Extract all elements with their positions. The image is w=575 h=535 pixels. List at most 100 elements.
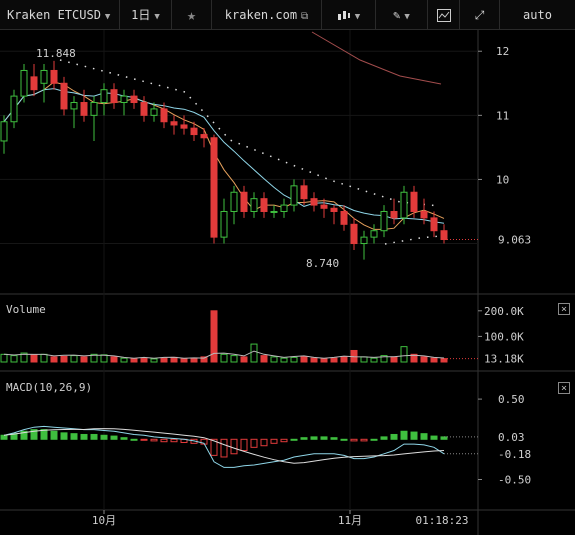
macd-histogram-bar [330, 437, 338, 440]
macd-histogram-bar [0, 434, 8, 440]
volume-bar [110, 356, 118, 363]
close-volume-pane-button[interactable]: × [558, 303, 570, 315]
source-label: kraken.com [224, 8, 298, 22]
candle-body [30, 76, 38, 91]
volume-bar [10, 355, 18, 363]
macd-histogram-bar [30, 429, 38, 440]
macd-histogram-bar [80, 433, 88, 440]
macd-histogram-bar [270, 438, 278, 444]
macd-histogram-bar [240, 438, 248, 452]
macd-histogram-bar [260, 438, 268, 447]
macd-histogram-bar [400, 430, 408, 440]
volume-bar [300, 356, 308, 363]
chevron-down-icon: ▼ [154, 12, 160, 22]
candle-body [270, 210, 278, 213]
ma-fast-line [3, 81, 445, 230]
ma-slow-line [3, 88, 445, 224]
volume-bar [220, 353, 228, 363]
signal-line [3, 428, 445, 464]
volume-bar [50, 356, 58, 363]
macd-histogram-bar [170, 438, 178, 443]
candle-body [410, 191, 418, 212]
macd-histogram-bar [140, 438, 148, 441]
macd-histogram-bar [340, 438, 348, 441]
volume-bar [30, 354, 38, 363]
volume-bar [180, 358, 188, 363]
macd-histogram-bar [310, 436, 318, 440]
macd-histogram-bar [410, 431, 418, 440]
volume-bar [270, 356, 278, 363]
volume-bar [170, 356, 178, 363]
candle-body [390, 210, 398, 219]
macd-histogram-bar [130, 438, 138, 441]
interval-selector[interactable]: 1日 ▼ [120, 0, 172, 30]
chart-type-button[interactable]: ▼ [322, 0, 376, 30]
macd-tick-label: 0.50 [498, 393, 525, 406]
source-link[interactable]: kraken.com ⧉ [212, 0, 322, 30]
volume-bar [360, 356, 368, 363]
favorite-button[interactable]: ★ [172, 0, 212, 30]
scale-mode-button[interactable]: auto [500, 0, 575, 30]
macd-histogram-bar [350, 438, 358, 442]
macd-histogram-bar [40, 429, 48, 440]
macd-histogram-bar [110, 435, 118, 440]
candle-body [210, 137, 218, 238]
draw-tools-button[interactable]: ✎ ▼ [376, 0, 428, 30]
volume-bar [90, 353, 98, 363]
fullscreen-button[interactable]: ⤢ [460, 0, 500, 30]
star-icon: ★ [186, 6, 197, 24]
chart-canvas[interactable]: 12 11 10 9.063 11.848 8.740 200.0K 100.0K 13.18K… [0, 30, 575, 535]
close-icon: × [560, 383, 568, 394]
volume-bar [390, 356, 398, 363]
symbol-selector[interactable]: Kraken ETCUSD ▼ [0, 0, 120, 30]
macd-histogram-bar [280, 438, 288, 443]
volume-tick-label: 200.0K [484, 305, 524, 318]
volume-bar [140, 357, 148, 363]
macd-histogram-bar [250, 438, 258, 448]
scale-mode-label: auto [523, 8, 552, 22]
macd-histogram-bar [230, 438, 238, 455]
volume-bar [70, 355, 78, 363]
candle-body [150, 108, 158, 116]
indicators-button[interactable] [428, 0, 460, 30]
volume-bar [330, 357, 338, 363]
candle-body [50, 69, 58, 84]
candle-body [20, 69, 28, 97]
candle-body [140, 102, 148, 116]
candle-body [220, 210, 228, 238]
volume-ma-line [3, 350, 445, 359]
macd-histogram-bar [70, 433, 78, 440]
volume-bar [210, 310, 218, 363]
popout-icon: ⧉ [301, 11, 309, 22]
volume-bar [370, 357, 378, 363]
toolbar: Kraken ETCUSD ▼ 1日 ▼ ★ kraken.com ⧉ ▼ ✎ ▼ ⤢ … [0, 0, 575, 30]
price-tick-label: 12 [496, 45, 509, 58]
macd-pane-label: MACD(10,26,9) [6, 381, 93, 394]
candle-body [380, 210, 388, 232]
volume-bar [440, 358, 448, 363]
candle-body [80, 102, 88, 116]
high-annotation: 11.848 [36, 47, 76, 60]
candle-body [120, 95, 128, 104]
macd-histogram-bar [50, 430, 58, 440]
candle-body [240, 191, 248, 212]
candle-body [230, 191, 238, 212]
volume-bar [150, 358, 158, 363]
macd-histogram-bar [390, 433, 398, 440]
candle-body [260, 198, 268, 212]
candle-body [300, 185, 308, 200]
macd-histogram-bar [320, 436, 328, 440]
candle-body [130, 95, 138, 104]
candle-body [360, 236, 368, 245]
sar-dots-lower [384, 235, 441, 245]
candle-body [70, 102, 78, 110]
pencil-icon: ✎ [393, 8, 401, 22]
interval-label: 1日 [131, 8, 151, 22]
candle-body [90, 102, 98, 116]
time-tick-label: 11月 [338, 514, 362, 527]
close-macd-pane-button[interactable]: × [558, 382, 570, 394]
candle-body [10, 95, 18, 123]
candle-body [420, 210, 428, 219]
volume-bar [120, 357, 128, 363]
ma-long-line [311, 31, 442, 85]
